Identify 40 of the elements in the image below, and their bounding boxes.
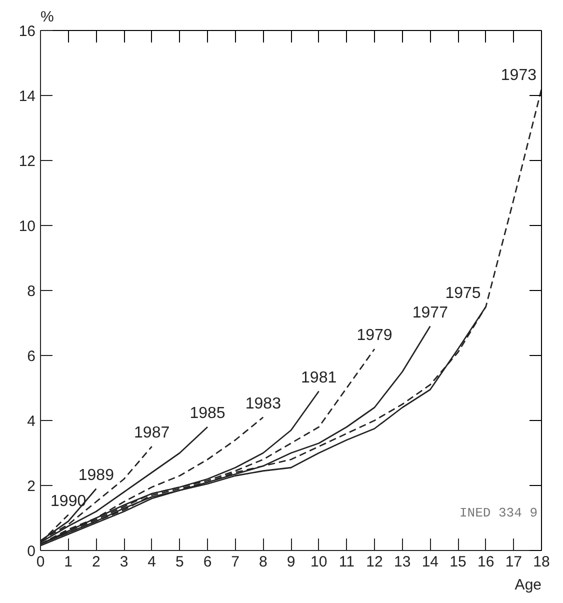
y-tick-label: 6 (27, 348, 36, 365)
x-tick-label: 10 (310, 554, 328, 570)
series-label: 1990 (50, 492, 86, 510)
x-tick-label: 13 (394, 554, 411, 570)
x-tick-label: 18 (533, 554, 550, 570)
y-tick-label: 4 (27, 413, 36, 430)
series-label: 1989 (78, 466, 114, 484)
x-tick-label: 1 (64, 554, 73, 570)
y-tick-label: 16 (18, 23, 36, 40)
series-label: 1987 (134, 424, 170, 442)
x-tick-label: 3 (120, 554, 128, 570)
x-tick-label: 6 (203, 554, 212, 570)
y-tick-label: 12 (18, 153, 36, 170)
x-tick-label: 12 (366, 554, 383, 570)
series-label: 1979 (356, 327, 392, 344)
series-label: 1977 (412, 304, 448, 322)
annotation: INED 334 9 (459, 506, 538, 520)
y-tick-label: 14 (18, 88, 36, 105)
series-label: 1985 (190, 405, 226, 422)
y-tick-label: 8 (27, 283, 36, 300)
x-tick-label: 8 (258, 554, 268, 570)
series-label: 1973 (500, 67, 537, 84)
series-label: 1983 (245, 395, 282, 412)
x-tick-label: 7 (231, 554, 240, 570)
x-axis-title: Age (514, 576, 542, 594)
series-label: 1975 (445, 284, 481, 302)
series-label: 1981 (301, 369, 337, 386)
x-tick-label: 11 (338, 554, 354, 570)
x-tick-label: 16 (477, 554, 494, 570)
x-tick-label: 14 (422, 554, 439, 570)
y-tick-label: 10 (18, 218, 36, 235)
y-tick-label: 2 (27, 478, 36, 495)
x-tick-label: 2 (92, 554, 100, 570)
y-tick-label: 0 (27, 543, 36, 560)
x-tick-label: 9 (286, 554, 296, 570)
y-axis-title: % (40, 8, 54, 26)
x-tick-label: 5 (175, 554, 184, 570)
x-tick-label: 4 (148, 554, 156, 570)
x-tick-label: 15 (450, 554, 466, 570)
x-tick-label: 17 (505, 554, 522, 570)
